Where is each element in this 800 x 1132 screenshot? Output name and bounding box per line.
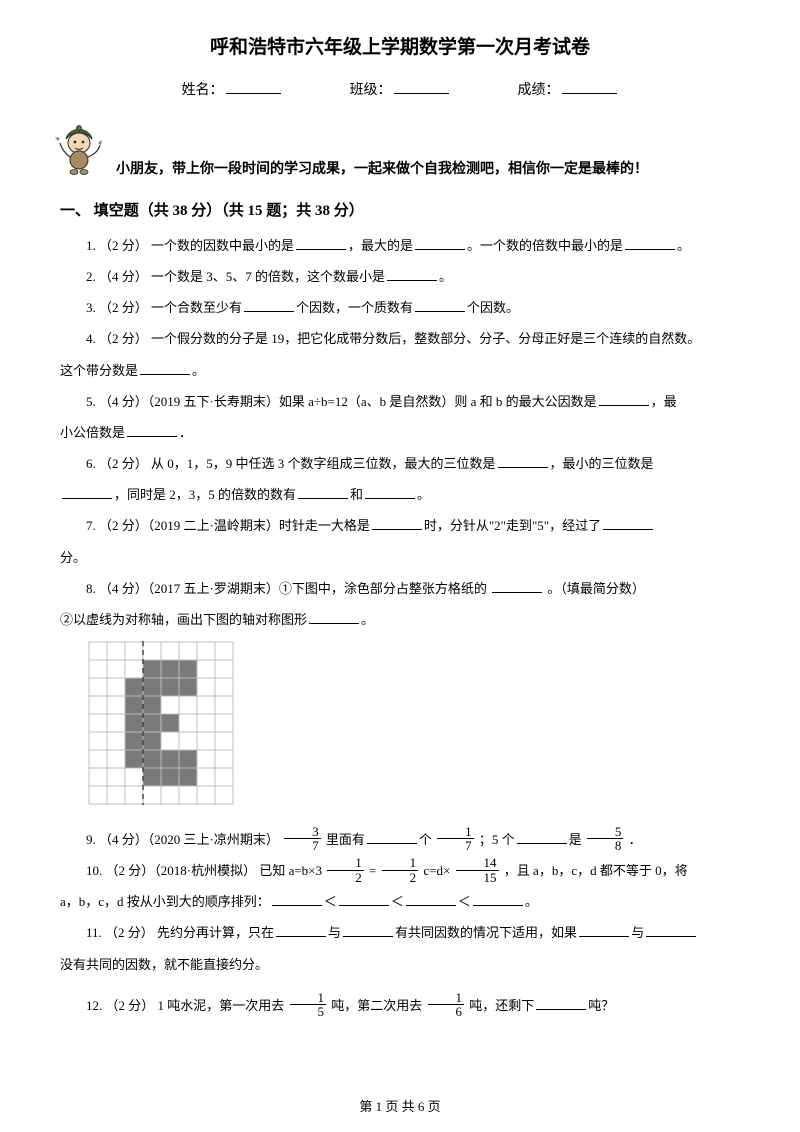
score-label: 成绩： <box>518 83 560 98</box>
q4-line2: 这个带分数是。 <box>60 355 740 386</box>
q3-blank1[interactable] <box>244 298 294 312</box>
q1-blank2[interactable] <box>415 236 465 250</box>
q8-line1: 8. （4 分）（2017 五上·罗湖期末）①下图中，涂色部分占整张方格纸的 。… <box>60 573 740 604</box>
q11-line2: 没有共同的因数，就不能直接约分。 <box>60 949 740 980</box>
q9-blank2[interactable] <box>517 830 567 844</box>
q11-blank1[interactable] <box>276 923 326 937</box>
header-line: 姓名： 班级： 成绩： <box>60 78 740 105</box>
mascot-icon <box>50 119 108 188</box>
q5-line1: 5. （4 分）（2019 五下·长寿期末）如果 a÷b=12（a、b 是自然数… <box>60 386 740 417</box>
q8-line2: ②以虚线为对称轴，画出下图的轴对称图形。 <box>60 604 740 635</box>
section-1-header: 一、 填空题（共 38 分）（共 15 题；共 38 分） <box>60 197 740 226</box>
q6-line2: ，同时是 2，3，5 的倍数的数有和。 <box>60 479 740 510</box>
fraction-3-7: 37 <box>284 825 321 853</box>
name-label: 姓名： <box>182 83 224 98</box>
page-title: 呼和浩特市六年级上学期数学第一次月考试卷 <box>60 30 740 66</box>
q8-blank1[interactable] <box>492 579 542 593</box>
q5-blank2[interactable] <box>127 423 177 437</box>
class-label: 班级： <box>350 83 392 98</box>
fraction-1-2-a: 12 <box>327 856 364 884</box>
fraction-1-5: 15 <box>290 991 327 1019</box>
q7-line1: 7. （2 分）（2019 二上·温岭期末）时针走一大格是时，分针从"2"走到"… <box>60 510 740 541</box>
q6-blank2[interactable] <box>62 485 112 499</box>
q1-blank3[interactable] <box>625 236 675 250</box>
fraction-1-2-b: 12 <box>382 856 419 884</box>
q4-blank[interactable] <box>140 361 190 375</box>
q3: 3. （2 分） 一个合数至少有个因数，一个质数有个因数。 <box>60 292 740 323</box>
q2: 2. （4 分） 一个数是 3、5、7 的倍数，这个数最小是。 <box>60 261 740 292</box>
q12: 12. （2 分） 1 吨水泥，第一次用去 15 吨，第二次用去 16 吨，还剩… <box>60 990 740 1021</box>
q8-blank2[interactable] <box>309 610 359 624</box>
fraction-14-15: 1415 <box>456 856 499 884</box>
q6-line1: 6. （2 分） 从 0，1，5，9 中任选 3 个数字组成三位数，最大的三位数… <box>60 448 740 479</box>
score-blank[interactable] <box>562 80 617 94</box>
q6-blank4[interactable] <box>365 485 415 499</box>
q10-line1: 10. （2 分）（2018·杭州模拟） 已知 a=b×3 12 = 12 c=… <box>60 855 740 886</box>
q10-blank3[interactable] <box>406 892 456 906</box>
q3-blank2[interactable] <box>415 298 465 312</box>
q7-blank2[interactable] <box>603 516 653 530</box>
q9: 9. （4 分）（2020 三上·凉州期末） 37 里面有个 17 ；5 个是 … <box>60 824 740 855</box>
class-blank[interactable] <box>394 80 449 94</box>
q7-blank1[interactable] <box>372 516 422 530</box>
q2-blank[interactable] <box>387 267 437 281</box>
encourage-text: 小朋友，带上你一段时间的学习成果，一起来做个自我检测吧，相信你一定是最棒的！ <box>116 157 648 188</box>
q9-blank1[interactable] <box>367 830 417 844</box>
q11-blank3[interactable] <box>579 923 629 937</box>
q10-blank1[interactable] <box>272 892 322 906</box>
q10-line2: a，b，c，d 按从小到大的顺序排列：＜＜＜。 <box>60 886 740 917</box>
q12-blank[interactable] <box>536 996 586 1010</box>
q11-blank2[interactable] <box>343 923 393 937</box>
q1: 1. （2 分） 一个数的因数中最小的是，最大的是。一个数的倍数中最小的是。 <box>60 230 740 261</box>
q4-line1: 4. （2 分） 一个假分数的分子是 19，把它化成带分数后，整数部分、分子、分… <box>60 323 740 354</box>
q8-grid-figure <box>88 641 740 818</box>
q11-line1: 11. （2 分） 先约分再计算，只在与有共同因数的情况下适用，如果与 <box>60 917 740 948</box>
q7-line2: 分。 <box>60 542 740 573</box>
name-blank[interactable] <box>226 80 281 94</box>
fraction-5-8: 58 <box>587 825 624 853</box>
q10-blank4[interactable] <box>473 892 523 906</box>
page-footer: 第 1 页 共 6 页 <box>0 1095 800 1120</box>
q5-line2: 小公倍数是． <box>60 417 740 448</box>
fraction-1-6: 16 <box>428 991 465 1019</box>
q5-blank1[interactable] <box>599 392 649 406</box>
q1-blank1[interactable] <box>296 236 346 250</box>
q10-blank2[interactable] <box>339 892 389 906</box>
q11-blank4[interactable] <box>646 923 696 937</box>
q6-blank3[interactable] <box>298 485 348 499</box>
q6-blank1[interactable] <box>498 454 548 468</box>
fraction-1-7: 17 <box>437 825 474 853</box>
